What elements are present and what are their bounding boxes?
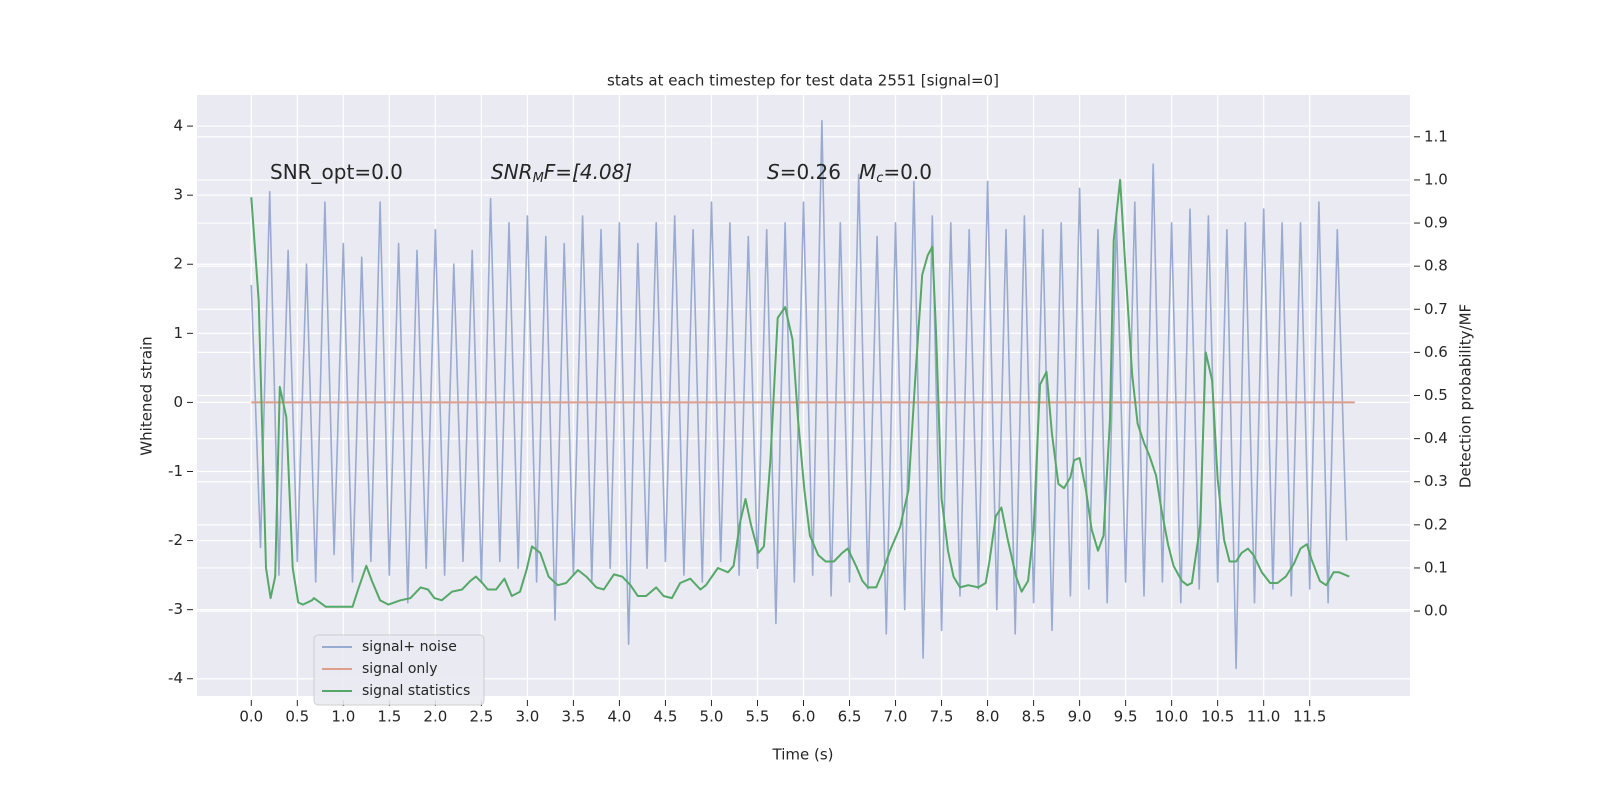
annotation: S=0.26 — [767, 160, 841, 184]
y-tick-label: 3 — [173, 186, 183, 204]
x-tick-label: 4.0 — [608, 708, 632, 726]
y2-axis-label: Detection probability/MF — [1457, 304, 1475, 488]
y2-tick-label: 0.6 — [1424, 343, 1448, 361]
annotation-part: =0.26 — [780, 160, 841, 184]
y2-tick-label: 0.9 — [1424, 214, 1448, 232]
y2-tick-label: 0.7 — [1424, 300, 1448, 318]
x-tick-label: 5.5 — [746, 708, 770, 726]
y-tick-label: 2 — [173, 255, 183, 273]
x-tick-label: 5.0 — [700, 708, 724, 726]
annotation-part: F=[4.08] — [544, 160, 632, 184]
legend-label: signal only — [362, 661, 437, 677]
x-tick-label: 7.5 — [930, 708, 954, 726]
x-tick-label: 1.0 — [331, 708, 355, 726]
annotation-part: =0.0 — [883, 160, 932, 184]
annotation-part: c — [876, 171, 883, 186]
y2-tick-label: 0.2 — [1424, 515, 1448, 533]
annotation: SNRMF=[4.08] — [491, 160, 632, 186]
x-tick-label: 2.0 — [423, 708, 447, 726]
annotation-part: SNR — [491, 160, 533, 184]
y-tick-label: 4 — [173, 117, 183, 135]
y-tick-label: -2 — [168, 531, 183, 549]
x-tick-label: 9.0 — [1068, 708, 1092, 726]
y-tick-label: 0 — [173, 393, 183, 411]
y2-tick-label: 0.3 — [1424, 472, 1448, 490]
chart-title: stats at each timestep for test data 255… — [607, 72, 999, 90]
x-tick-label: 6.0 — [792, 708, 816, 726]
x-tick-label: 0.5 — [285, 708, 309, 726]
x-tick-label: 6.5 — [838, 708, 862, 726]
legend-label: signal+ noise — [362, 639, 457, 655]
y2-tick-label: 0.0 — [1424, 602, 1448, 620]
x-tick-label: 3.5 — [561, 708, 585, 726]
x-tick-label: 8.5 — [1022, 708, 1046, 726]
y2-tick-label: 0.5 — [1424, 386, 1448, 404]
annotation-part: M — [533, 171, 544, 186]
y2-tick-label: 0.8 — [1424, 257, 1448, 275]
x-tick-label: 1.5 — [377, 708, 401, 726]
x-tick-label: 11.0 — [1247, 708, 1280, 726]
x-tick-label: 11.5 — [1293, 708, 1326, 726]
y-tick-label: -1 — [168, 462, 183, 480]
y-tick-label: -3 — [168, 600, 183, 618]
annotation: Mc=0.0 — [859, 160, 932, 186]
legend-box — [313, 634, 485, 706]
annotation: SNR_opt=0.0 — [270, 160, 403, 184]
x-tick-label: 8.0 — [976, 708, 1000, 726]
x-tick-label: 3.0 — [515, 708, 539, 726]
series-line — [250, 178, 1350, 608]
x-tick-label: 10.0 — [1155, 708, 1188, 726]
y-tick-label: 1 — [173, 324, 183, 342]
legend-label: signal statistics — [362, 683, 470, 699]
y-tick-label: -4 — [168, 669, 183, 687]
x-tick-label: 9.5 — [1114, 708, 1138, 726]
annotation-part: S — [767, 160, 780, 184]
x-tick-label: 2.5 — [469, 708, 493, 726]
x-tick-label: 4.5 — [654, 708, 678, 726]
y2-tick-label: 1.0 — [1424, 170, 1448, 188]
x-axis-label: Time (s) — [772, 746, 834, 764]
annotation-part: M — [859, 160, 876, 184]
y-axis-label: Whitened strain — [138, 336, 156, 455]
x-tick-label: 10.5 — [1201, 708, 1234, 726]
x-tick-label: 7.0 — [884, 708, 908, 726]
annotation-part: SNR_opt=0.0 — [270, 160, 403, 184]
x-tick-label: 0.0 — [239, 708, 263, 726]
y2-tick-label: 0.1 — [1424, 558, 1448, 576]
y2-tick-label: 1.1 — [1424, 127, 1448, 145]
y2-tick-label: 0.4 — [1424, 429, 1448, 447]
